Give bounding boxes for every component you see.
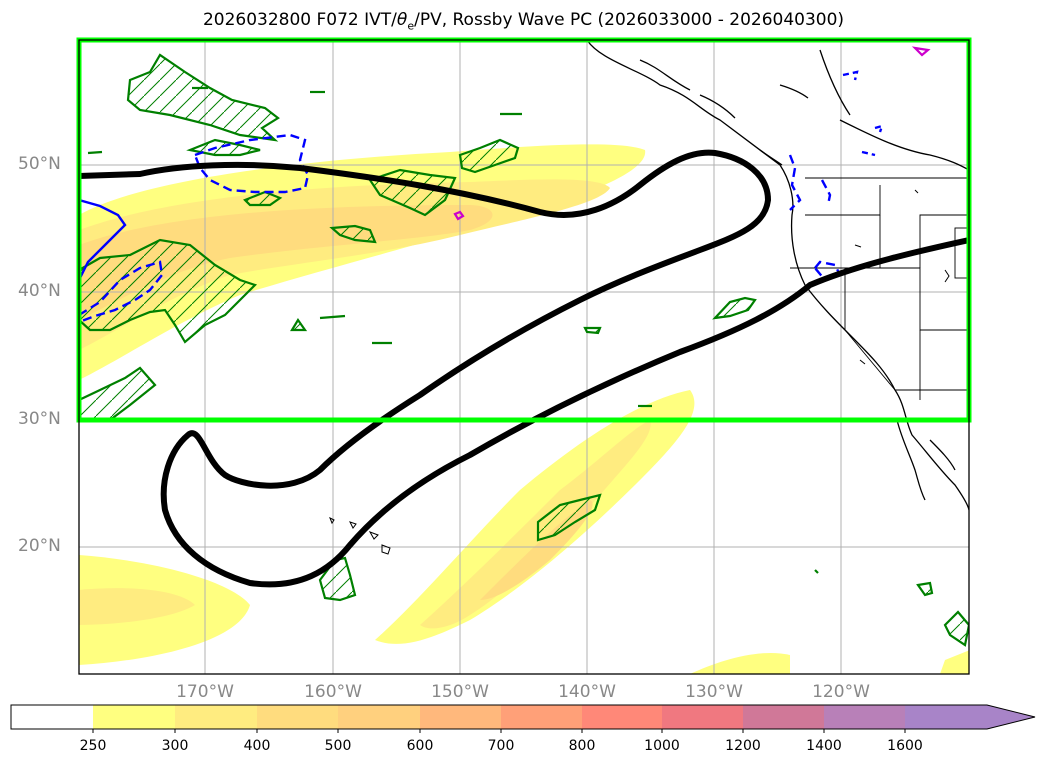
colorbar xyxy=(10,704,1036,733)
magenta-contours xyxy=(453,46,931,221)
lat-label-20n: 20°N xyxy=(18,536,61,556)
lon-label-160w: 160°W xyxy=(304,682,362,702)
lat-label-50n: 50°N xyxy=(18,154,61,174)
theta-e-contours xyxy=(79,70,884,324)
ivt-shading xyxy=(79,144,969,674)
colorbar-tick-label: 500 xyxy=(324,738,352,754)
colorbar-tick-label: 600 xyxy=(406,738,434,754)
lon-label-120w: 120°W xyxy=(812,682,870,702)
colorbar-bin xyxy=(257,705,338,729)
colorbar-bin xyxy=(662,705,743,729)
colorbar-tick-label: 1600 xyxy=(887,738,923,754)
colorbar-outline xyxy=(10,704,1036,730)
colorbar-bin xyxy=(420,705,501,729)
colorbar-tick-label: 250 xyxy=(79,738,107,754)
colorbar-bin xyxy=(93,705,175,729)
colorbar-bin xyxy=(905,705,1035,729)
lat-label-30n: 30°N xyxy=(18,409,61,429)
colorbar-tick-label: 1000 xyxy=(644,738,680,754)
colorbar-tick-label: 800 xyxy=(568,738,596,754)
colorbar-tick-label: 1200 xyxy=(725,738,761,754)
colorbar-tick-label: 1400 xyxy=(806,738,842,754)
colorbar-bin xyxy=(582,705,662,729)
colorbar-tick-label: 700 xyxy=(487,738,515,754)
colorbar-bin xyxy=(175,705,257,729)
colorbar-bin xyxy=(743,705,824,729)
colorbar-tick-label: 400 xyxy=(243,738,271,754)
lon-label-140w: 140°W xyxy=(558,682,616,702)
lon-label-130w: 130°W xyxy=(685,682,743,702)
rossby-wave-contour xyxy=(79,149,969,588)
coastlines xyxy=(586,40,969,511)
colorbar-bin xyxy=(11,705,93,729)
map-title: 2026032800 F072 IVT/θe/PV, Rossby Wave P… xyxy=(202,10,845,33)
colorbar-bin xyxy=(501,705,582,729)
colorbar-bin xyxy=(824,705,905,729)
lon-label-170w: 170°W xyxy=(176,682,234,702)
plot-frame xyxy=(78,39,970,675)
lat-label-40n: 40°N xyxy=(18,281,61,301)
islands xyxy=(329,189,950,555)
colorbar-tick-label: 300 xyxy=(161,738,189,754)
lon-label-150w: 150°W xyxy=(431,682,489,702)
colorbar-bin xyxy=(338,705,420,729)
